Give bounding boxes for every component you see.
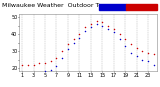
Point [38,62,40,64]
Point [72,42,75,43]
Point [49,69,52,70]
Point [130,44,132,45]
Point [101,22,104,23]
Point [124,39,127,40]
Point [147,52,149,53]
Point [32,72,35,74]
Point [130,52,132,53]
Point [112,28,115,30]
Point [147,61,149,62]
Point [107,28,109,30]
Point [112,32,115,33]
Point [55,57,58,59]
Text: .: . [156,3,158,12]
Point [136,55,138,57]
Point [27,64,29,65]
Point [124,45,127,47]
Point [21,74,23,75]
Point [118,33,121,35]
Point [49,61,52,62]
Point [90,23,92,25]
Point [84,27,86,28]
Point [95,23,98,25]
Point [67,49,69,50]
Point [141,50,144,52]
Point [78,33,81,35]
Point [141,59,144,60]
Point [101,25,104,26]
Point [84,30,86,31]
Point [61,50,64,52]
Point [55,66,58,67]
Point [21,64,23,65]
Point [136,47,138,48]
Point [95,20,98,21]
Point [32,64,35,65]
Point [153,64,155,65]
Point [44,71,46,72]
Point [107,25,109,26]
Point [153,54,155,55]
Point [72,39,75,40]
Point [38,72,40,74]
Point [61,57,64,59]
Point [67,44,69,45]
Point [44,62,46,64]
Point [90,27,92,28]
Text: Milwaukee Weather  Outdoor Temp: Milwaukee Weather Outdoor Temp [2,3,112,8]
Point [118,39,121,40]
Point [27,74,29,75]
Point [78,37,81,38]
